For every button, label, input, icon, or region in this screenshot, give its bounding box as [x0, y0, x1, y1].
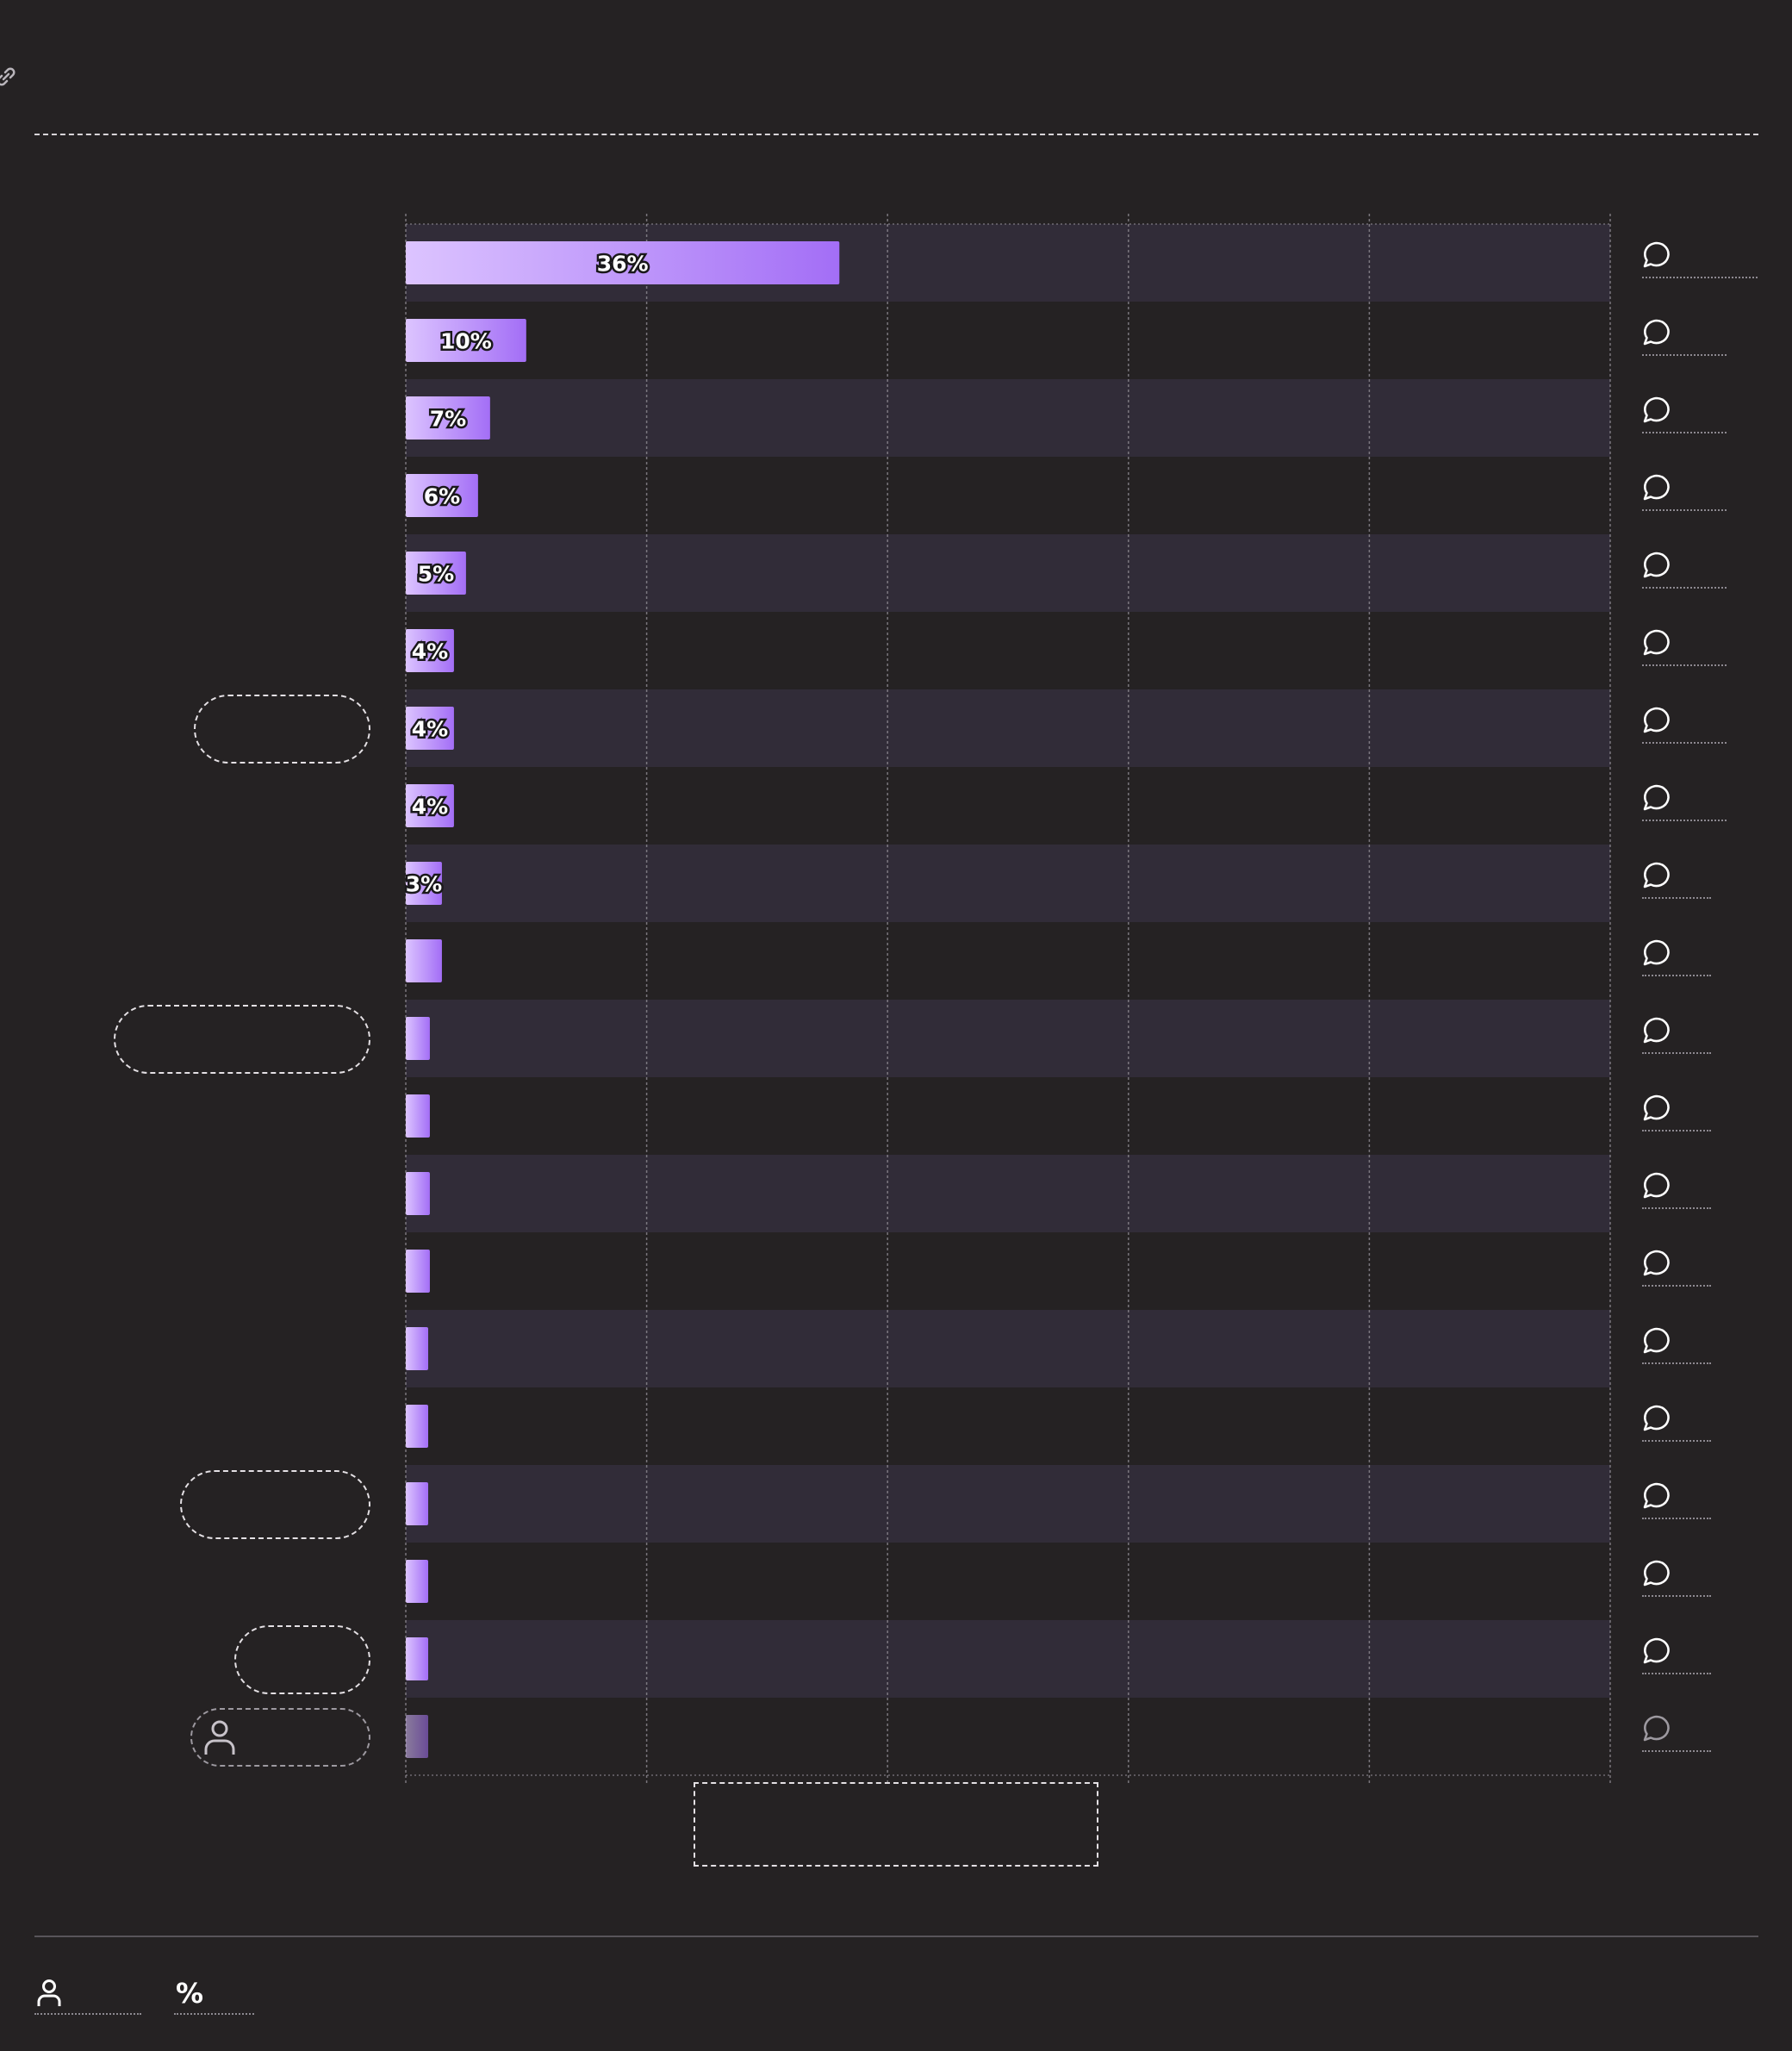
row-band — [406, 1620, 1610, 1698]
comment-count-underline — [1642, 509, 1727, 511]
bar-value-label: 6% — [424, 484, 460, 509]
row-band — [406, 1465, 1610, 1543]
bar — [406, 474, 478, 517]
bar — [406, 1327, 428, 1370]
comment-icon — [1643, 1094, 1670, 1121]
comment-count-underline — [1642, 820, 1727, 821]
comment-icon — [1643, 1482, 1670, 1509]
bar — [406, 1637, 428, 1680]
comment-count-underline — [1642, 432, 1727, 433]
bar — [406, 1250, 430, 1293]
row-band — [406, 534, 1610, 612]
comment-count-underline — [1642, 975, 1711, 976]
row-band — [406, 1155, 1610, 1232]
comment-count-underline — [1642, 1518, 1711, 1519]
row-band — [406, 845, 1610, 922]
comment-count-underline — [1642, 1207, 1711, 1209]
bar — [406, 552, 466, 595]
category-label-pill — [194, 695, 370, 764]
footer-divider — [34, 1936, 1758, 1937]
comment-icon — [1643, 1715, 1670, 1742]
footer-user-toggle[interactable] — [34, 1979, 141, 2015]
comment-count-underline — [1642, 277, 1758, 278]
category-label-pill — [180, 1470, 370, 1539]
category-label-pill — [234, 1625, 370, 1694]
comment-count-underline — [1642, 1285, 1711, 1287]
comment-icon — [1643, 1560, 1670, 1587]
comment-count-underline — [1642, 1362, 1711, 1364]
bar-value-label: 10% — [440, 329, 492, 354]
bar-value-label: 3% — [406, 872, 442, 897]
footer-percent-toggle[interactable]: % — [174, 1979, 254, 2015]
comment-icon — [1643, 1405, 1670, 1431]
comment-count-underline — [1642, 354, 1727, 356]
bar — [406, 939, 442, 982]
comment-icon — [1643, 396, 1670, 423]
comment-icon — [1643, 1017, 1670, 1044]
bar — [406, 629, 454, 672]
comment-icon — [1643, 1250, 1670, 1276]
bar-value-label: 36% — [597, 252, 649, 277]
row-band — [406, 379, 1610, 457]
row-band — [406, 1310, 1610, 1387]
comment-icon — [1643, 707, 1670, 733]
user-icon — [37, 1979, 61, 2006]
bar-value-label: 4% — [412, 795, 448, 820]
x-axis-label-box — [694, 1782, 1098, 1867]
comment-icon — [1643, 241, 1670, 268]
comment-count-underline — [1642, 1052, 1711, 1054]
link-icon[interactable] — [0, 65, 17, 88]
bar — [406, 862, 442, 905]
comment-icon — [1643, 1327, 1670, 1354]
percent-icon: % — [176, 1977, 204, 2010]
bar — [406, 241, 840, 284]
highlighted-category-pill — [190, 1708, 370, 1767]
comment-icon — [1643, 319, 1670, 346]
comment-icon — [1643, 552, 1670, 578]
bar-value-label: 7% — [430, 407, 466, 432]
bar-chart: 36% 10% 7% 6% 5% 4% 4% 4% 3% — [403, 214, 1611, 1786]
comment-icon — [1643, 474, 1670, 501]
row-band — [406, 1000, 1610, 1077]
comment-count-underline — [1642, 742, 1727, 744]
comment-icon — [1643, 1172, 1670, 1199]
bar — [406, 1405, 428, 1448]
bar — [406, 784, 454, 827]
comment-count-underline — [1642, 1595, 1711, 1597]
row-band — [406, 689, 1610, 767]
comment-count-underline — [1642, 897, 1711, 899]
category-label-pill — [114, 1005, 370, 1074]
comment-count-underline — [1642, 1440, 1711, 1442]
bar — [406, 1017, 430, 1060]
bar — [406, 1560, 428, 1603]
bar — [406, 396, 490, 440]
bar — [406, 1094, 430, 1138]
comment-count-underline — [1642, 664, 1727, 666]
comment-count-underline — [1642, 587, 1727, 589]
comment-icon — [1643, 784, 1670, 811]
comment-icon — [1643, 862, 1670, 888]
bar-value-label: 5% — [418, 562, 454, 587]
comment-count-underline — [1642, 1750, 1711, 1752]
comment-icon — [1643, 1637, 1670, 1664]
bar — [406, 1715, 428, 1758]
bar — [406, 1172, 430, 1215]
user-icon — [204, 1720, 235, 1755]
bar — [406, 1482, 428, 1525]
bar — [406, 707, 454, 750]
bar — [406, 319, 526, 362]
comment-icon — [1643, 939, 1670, 966]
bar-value-label: 4% — [412, 717, 448, 742]
bar-value-label: 4% — [412, 639, 448, 664]
comment-count-underline — [1642, 1673, 1711, 1674]
header-divider — [34, 134, 1758, 135]
comment-count-underline — [1642, 1130, 1711, 1131]
comment-icon — [1643, 629, 1670, 656]
